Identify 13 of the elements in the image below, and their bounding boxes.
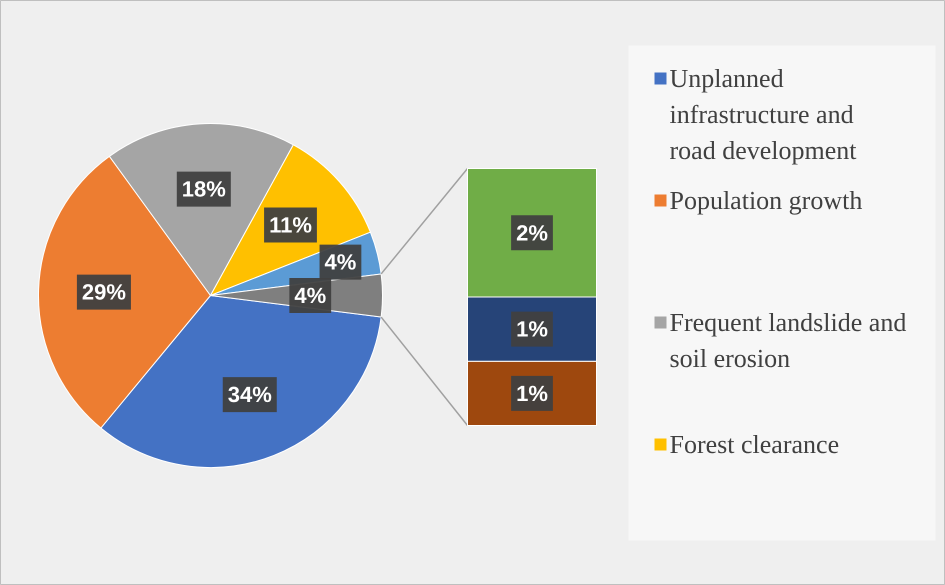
data-label: 1% — [516, 380, 548, 406]
data-label: 34% — [228, 382, 272, 408]
data-label: 11% — [269, 212, 312, 238]
data-label: 29% — [82, 280, 126, 305]
legend-label: Unplanned infrastructure and road development — [670, 64, 858, 165]
data-label: 2% — [516, 220, 548, 246]
data-label: 4% — [324, 250, 356, 275]
data-label: 1% — [516, 316, 548, 342]
legend-label: Forest clearance — [670, 430, 840, 459]
data-label: 4% — [294, 283, 326, 308]
legend-label: Frequent landslide and soil erosion — [670, 308, 906, 373]
data-label: 18% — [182, 176, 226, 202]
legend-label: Population growth — [670, 186, 862, 215]
